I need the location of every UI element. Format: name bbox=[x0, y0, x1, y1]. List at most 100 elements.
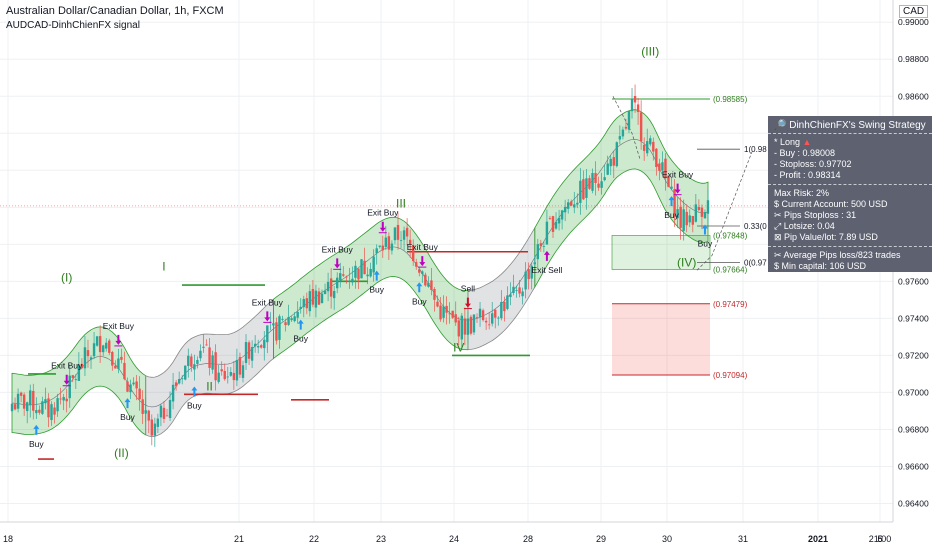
candle-body bbox=[615, 142, 619, 167]
candle-body bbox=[521, 291, 524, 297]
signal-buy: Buy bbox=[29, 424, 44, 449]
candle-body bbox=[539, 243, 543, 247]
candle-body bbox=[150, 419, 154, 436]
candle-body bbox=[162, 407, 166, 419]
candle-body bbox=[247, 342, 251, 359]
signal-label: Exit Sell bbox=[532, 265, 563, 275]
candle-body bbox=[509, 294, 512, 298]
candle-body bbox=[171, 384, 175, 402]
candle-body bbox=[390, 243, 394, 251]
candle-body bbox=[181, 378, 184, 380]
candle-body bbox=[332, 290, 336, 299]
level-label: (0.97848) bbox=[713, 231, 748, 240]
candle-body bbox=[597, 183, 600, 188]
candle-body bbox=[126, 381, 129, 392]
candle-body bbox=[582, 179, 585, 200]
y-tick-label: 0.99000 bbox=[898, 17, 929, 27]
candle-body bbox=[141, 399, 144, 414]
candle-body bbox=[65, 398, 68, 402]
trade-zones bbox=[28, 96, 753, 460]
candle-body bbox=[50, 404, 53, 420]
y-tick-label: 0.96800 bbox=[898, 424, 929, 434]
candle-body bbox=[375, 248, 378, 254]
candle-body bbox=[369, 268, 372, 277]
candle-body bbox=[603, 177, 606, 181]
candle-body bbox=[235, 359, 239, 381]
candle-body bbox=[62, 396, 65, 401]
candle-body bbox=[484, 320, 488, 323]
signal-arrow-down bbox=[264, 311, 271, 322]
indicator-name: AUDCAD-DinhChienFX signal bbox=[6, 20, 140, 31]
candle-body bbox=[120, 356, 123, 360]
wave-connector bbox=[612, 96, 641, 160]
signal-arrow-up bbox=[297, 319, 304, 330]
y-tick-label: 0.96400 bbox=[898, 498, 929, 508]
signal-label: Buy bbox=[698, 239, 713, 249]
signal-buy: Buy bbox=[120, 398, 136, 422]
wave-label: IV bbox=[453, 341, 464, 355]
candle-body bbox=[700, 207, 704, 217]
candle-body bbox=[354, 265, 357, 278]
candle-body bbox=[263, 339, 266, 349]
candle-body bbox=[706, 200, 710, 214]
candle-body bbox=[487, 324, 491, 326]
candle-body bbox=[457, 320, 460, 337]
signal-buy: Buy bbox=[187, 386, 202, 411]
signal-buy: Buy bbox=[698, 224, 713, 249]
signal-label: Buy bbox=[187, 401, 202, 411]
signal-label: Exit Buy bbox=[322, 244, 354, 254]
candle-body bbox=[108, 340, 111, 353]
candle-body bbox=[396, 224, 400, 240]
x-tick-label: 21:00 bbox=[869, 534, 892, 544]
candle-body bbox=[676, 209, 679, 219]
x-tick-label: 24 bbox=[449, 534, 459, 544]
y-tick-label: 0.98600 bbox=[898, 91, 929, 101]
x-tick-label: 29 bbox=[596, 534, 606, 544]
candle-body bbox=[524, 271, 527, 290]
candle-body bbox=[299, 306, 302, 309]
x-tick-label: 23 bbox=[376, 534, 386, 544]
panel-summary: ✂ Average Pips loss/823 trades $ Min cap… bbox=[768, 246, 932, 272]
lotsize: ⤢ Lotsize: 0.04 bbox=[774, 221, 835, 231]
candle-body bbox=[460, 315, 464, 340]
candle-body bbox=[10, 403, 14, 412]
candle-body bbox=[630, 98, 634, 112]
position-side: * Long ▲ bbox=[774, 137, 812, 147]
candle-body bbox=[478, 308, 482, 317]
candle-body bbox=[606, 163, 609, 175]
candle-body bbox=[545, 221, 549, 245]
candle-body bbox=[405, 227, 409, 237]
candle-body bbox=[652, 141, 655, 152]
candle-body bbox=[302, 299, 305, 308]
candle-body bbox=[658, 163, 661, 171]
candle-body bbox=[89, 357, 93, 360]
candle-body bbox=[275, 322, 278, 341]
candle-body bbox=[308, 291, 312, 312]
x-tick-label: 30 bbox=[662, 534, 672, 544]
candle-body bbox=[290, 318, 293, 321]
signal-arrow-up bbox=[668, 196, 675, 207]
candle-body bbox=[560, 210, 564, 220]
candle-body bbox=[500, 302, 503, 319]
level-label: 1(0.98 bbox=[744, 145, 767, 154]
candle-body bbox=[16, 393, 20, 409]
candle-body bbox=[226, 376, 229, 378]
signal-exit: Exit Buy bbox=[367, 208, 399, 234]
candle-body bbox=[98, 336, 102, 353]
candle-body bbox=[184, 365, 187, 380]
signal-arrow-down bbox=[379, 221, 386, 232]
candle-body bbox=[217, 372, 220, 382]
candle-body bbox=[655, 148, 658, 168]
currency-badge[interactable]: CAD bbox=[899, 5, 929, 18]
candle-body bbox=[445, 305, 448, 313]
signal-label: Exit Buy bbox=[252, 297, 284, 307]
candle-body bbox=[527, 269, 530, 280]
candle-body bbox=[548, 218, 552, 219]
candle-body bbox=[418, 269, 421, 273]
signal-label: Exit Buy bbox=[51, 361, 83, 371]
candle-body bbox=[253, 343, 257, 347]
candle-body bbox=[357, 268, 360, 280]
candle-body bbox=[633, 96, 637, 103]
